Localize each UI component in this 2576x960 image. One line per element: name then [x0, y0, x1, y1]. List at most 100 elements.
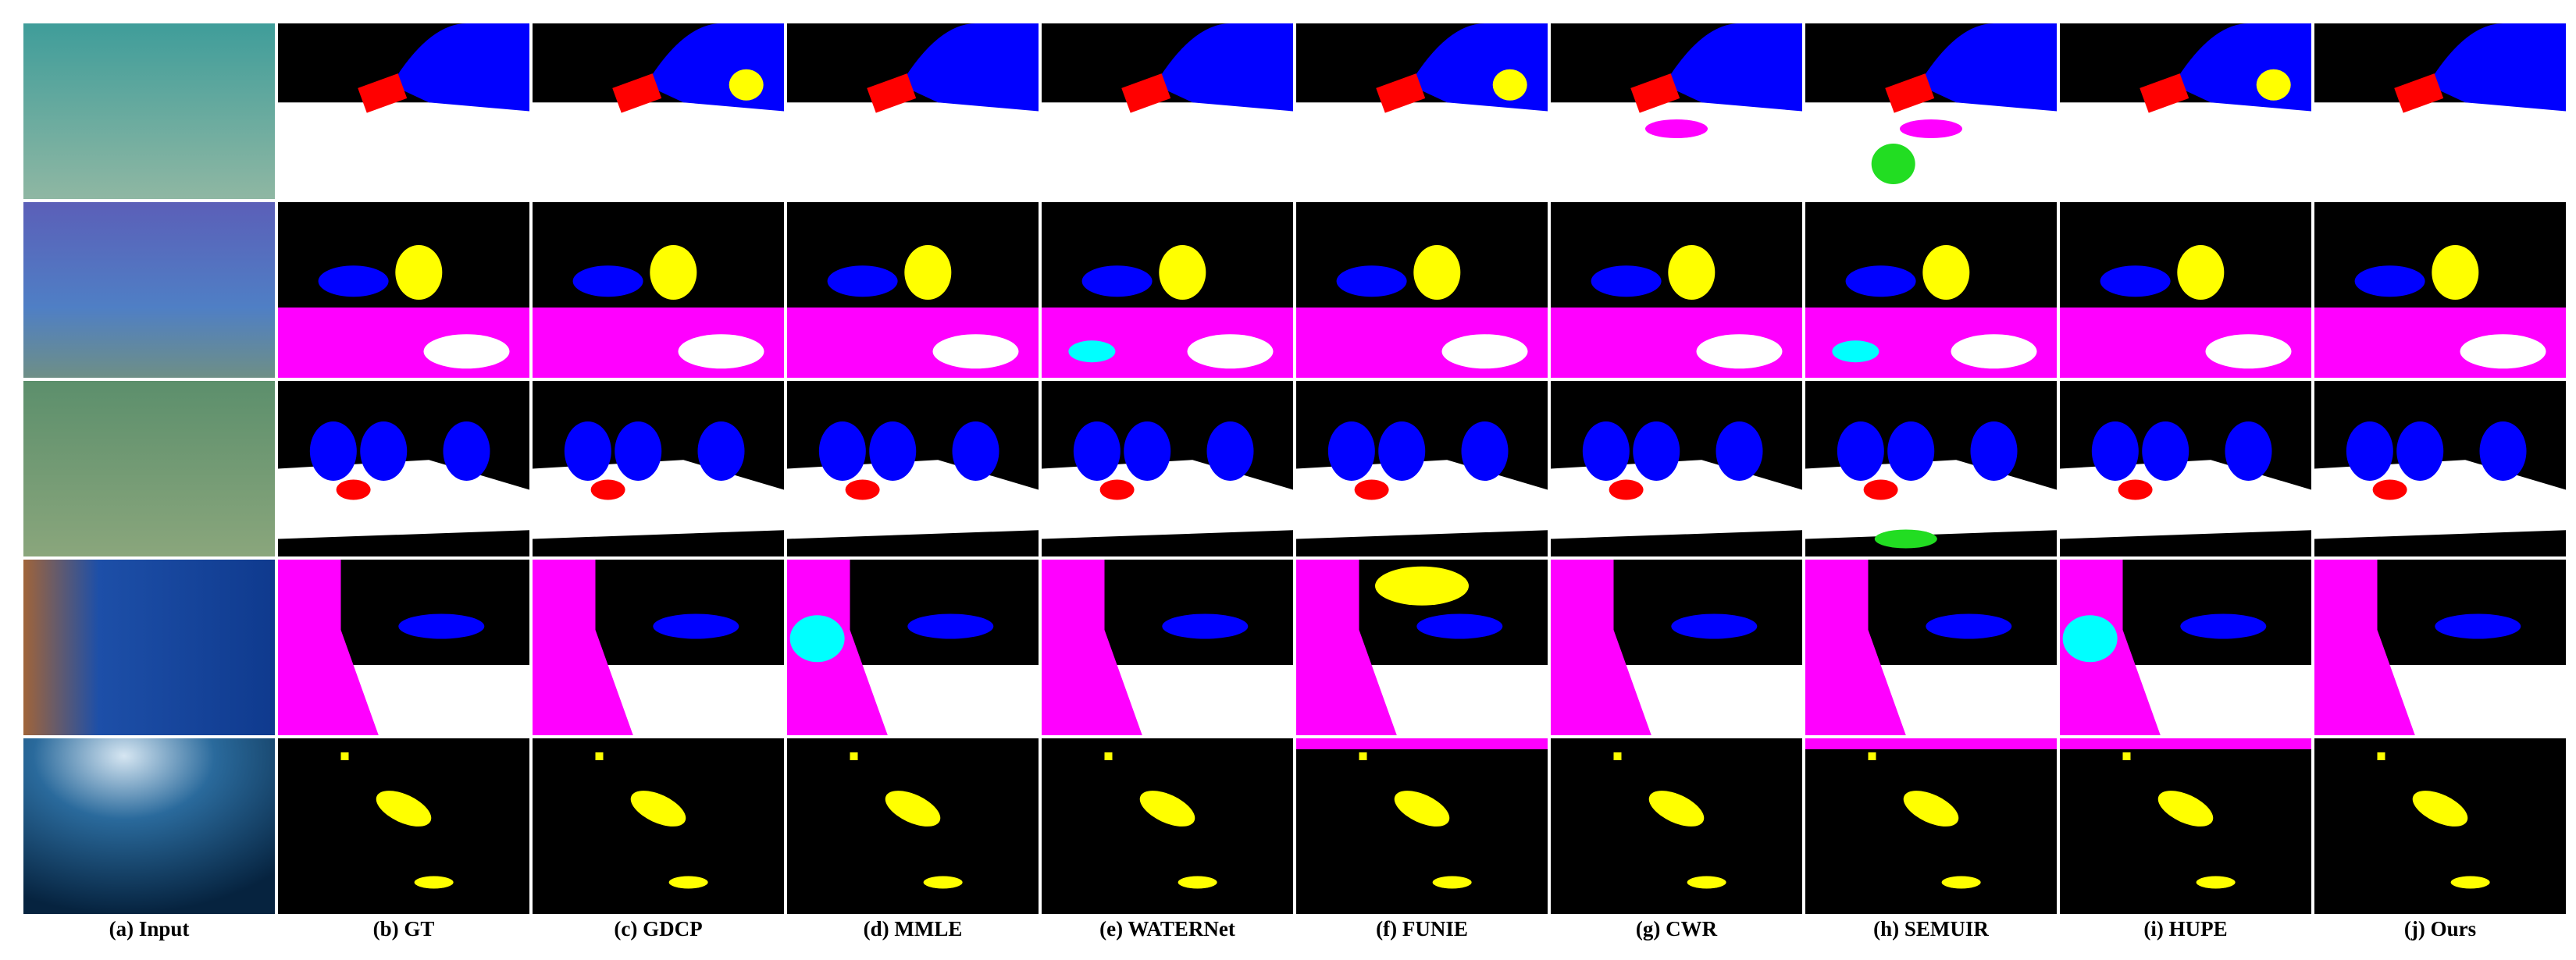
segmentation-mask [533, 23, 784, 199]
region [2435, 613, 2521, 639]
region [1951, 334, 2037, 369]
region [1551, 102, 1802, 199]
region [2142, 421, 2189, 481]
region [1941, 876, 1981, 889]
segmentation-mask [1551, 202, 1802, 378]
segmentation-mask [787, 738, 1039, 914]
photo [23, 738, 275, 914]
segmentation-mask [278, 23, 529, 199]
region [653, 613, 739, 639]
caption: (j) Ours [2404, 917, 2476, 940]
region [1591, 265, 1662, 297]
segmentation-mask [278, 560, 529, 735]
region [729, 69, 764, 101]
segmentation-mask [1296, 381, 1548, 556]
region [1206, 421, 1254, 481]
segmentation-mask [278, 202, 529, 378]
region [1805, 738, 2057, 749]
region [1887, 421, 1935, 481]
segmentation-mask [2314, 381, 2566, 556]
region [533, 560, 633, 735]
region [630, 791, 686, 827]
region [1376, 73, 1426, 113]
segmentation-mask [2060, 738, 2311, 914]
region [395, 245, 443, 300]
region [1154, 23, 1293, 112]
segmentation-mask [1296, 560, 1548, 735]
region [612, 73, 662, 113]
region [1441, 334, 1528, 369]
region [360, 421, 408, 481]
region [850, 752, 858, 760]
region [414, 876, 454, 889]
segmentation-mask [2060, 560, 2311, 735]
region [2118, 479, 2153, 500]
segmentation-mask [533, 738, 784, 914]
background [787, 738, 1039, 914]
region [1868, 752, 1876, 760]
region [1159, 245, 1206, 300]
segmentation-mask [2314, 560, 2566, 735]
region [1663, 23, 1802, 112]
region [390, 23, 529, 112]
region [923, 876, 963, 889]
region [2460, 334, 2546, 369]
region [1805, 560, 1906, 735]
segmentation-mask [1042, 738, 1293, 914]
region [2377, 752, 2385, 760]
segmentation-mask [1551, 381, 1802, 556]
photo [23, 560, 275, 735]
segmentation-mask [278, 381, 529, 556]
region [2180, 613, 2267, 639]
region [1042, 560, 1142, 735]
background [278, 738, 529, 914]
caption: (f) FUNIE [1376, 917, 1468, 940]
region [885, 791, 941, 827]
region [1900, 119, 1962, 138]
region [1296, 738, 1548, 749]
region [818, 421, 866, 481]
segmentation-mask [1805, 23, 2057, 199]
segmentation-mask [2060, 381, 2311, 556]
segmentation-mask [1042, 23, 1293, 199]
region [1336, 265, 1407, 297]
region [1104, 752, 1113, 760]
region [1187, 334, 1274, 369]
region [952, 421, 999, 481]
segmentation-mask [787, 381, 1039, 556]
region [423, 334, 510, 369]
region [376, 791, 432, 827]
caption: (d) MMLE [864, 917, 963, 940]
region [1926, 613, 2012, 639]
region [1099, 479, 1135, 500]
photo [23, 202, 275, 378]
segmentation-mask [533, 202, 784, 378]
region [398, 613, 485, 639]
region [2122, 752, 2131, 760]
region [1378, 421, 1426, 481]
region [1687, 876, 1726, 889]
region [650, 245, 697, 300]
segmentation-mask [2314, 202, 2566, 378]
region [1609, 479, 1644, 500]
region [278, 560, 379, 735]
region [1121, 73, 1171, 113]
background [1042, 738, 1293, 914]
segmentation-mask [787, 23, 1039, 199]
region [904, 245, 952, 300]
region [867, 73, 917, 113]
region [2432, 245, 2479, 300]
region [1874, 529, 1937, 549]
region [1139, 791, 1195, 827]
region [1648, 791, 1705, 827]
region [2450, 876, 2490, 889]
region [564, 421, 611, 481]
region [2177, 245, 2225, 300]
region [1162, 613, 1249, 639]
region [340, 752, 349, 760]
segmentation-mask [787, 560, 1039, 735]
segmentation-mask [278, 738, 529, 914]
background [1296, 738, 1548, 914]
background [1551, 738, 1802, 914]
region [1613, 752, 1622, 760]
